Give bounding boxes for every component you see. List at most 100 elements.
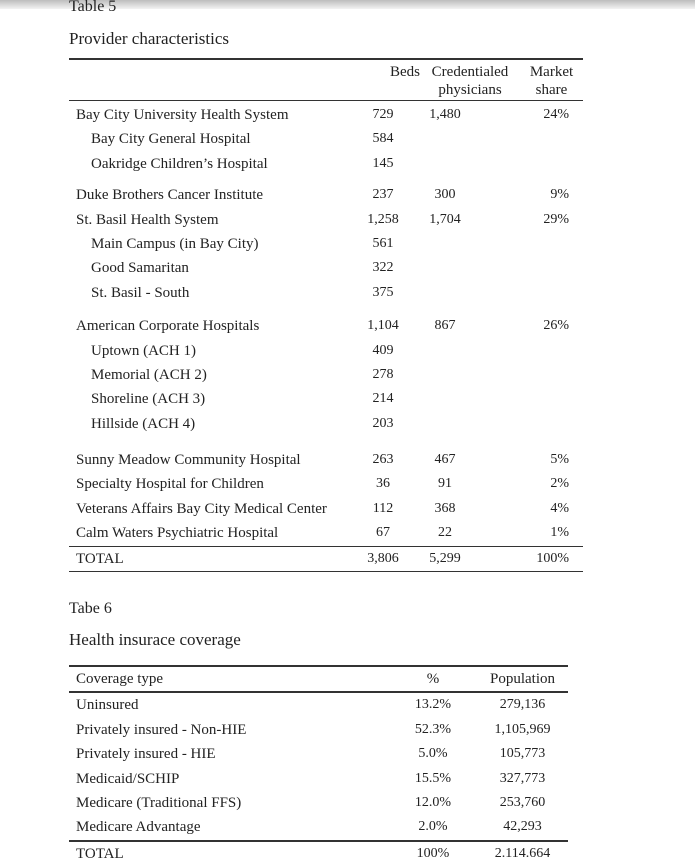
physicians-value: 467	[434, 452, 456, 468]
facility-row: Memorial (ACH 2) 278	[69, 363, 583, 387]
beds-value: 67	[376, 525, 390, 541]
viewer-top-shadow	[0, 0, 695, 9]
beds-value: 375	[372, 284, 394, 300]
provider-name: Bay City University Health System	[76, 107, 289, 123]
coverage-population: 253,760	[499, 794, 546, 810]
coverage-population: 1,105,969	[494, 721, 551, 737]
total-pct: 100%	[416, 845, 450, 861]
market-share-value	[488, 256, 583, 280]
coverage-row: Medicaid/SCHIP 15.5% 327,773	[69, 767, 568, 791]
bottom-rule	[69, 571, 583, 573]
provider-name: Uptown (ACH 1)	[91, 342, 196, 359]
facility-row: Shoreline (ACH 3) 214	[69, 387, 583, 411]
provider-group: Bay City University Health System 729 1,48…	[69, 103, 583, 176]
table-header: Beds Credentialed physicians Market shar…	[69, 60, 583, 100]
table6-label: Tabe 6	[69, 600, 112, 617]
coverage-row: Privately insured - Non-HIE 52.3% 1,105,96…	[69, 718, 568, 742]
market-share-value: 2%	[550, 476, 569, 492]
header-rule	[69, 691, 568, 694]
table5-title: Provider characteristics	[69, 29, 230, 48]
provider-name: American Corporate Hospitals	[76, 318, 260, 335]
physicians-value: 867	[434, 318, 456, 334]
coverage-type: Medicare (Traditional FFS)	[76, 794, 242, 811]
provider-name: Main Campus (in Bay City)	[91, 235, 259, 252]
top-rule	[69, 58, 583, 60]
coverage-row: Medicare Advantage 2.0% 42,293	[69, 815, 568, 839]
provider-name: Good Samaritan	[91, 260, 189, 277]
provider-group: Duke Brothers Cancer Institute 237 300 9% St…	[69, 183, 583, 305]
header-beds: Beds	[390, 64, 420, 80]
total-label: TOTAL	[76, 550, 124, 567]
coverage-type: Privately insured - Non-HIE	[76, 721, 247, 738]
coverage-type: Medicare Advantage	[76, 819, 201, 836]
provider-row: Calm Waters Psychiatric Hospital 67 22 1%	[69, 521, 583, 545]
beds-value: 237	[372, 187, 394, 203]
physicians-value: 91	[438, 476, 452, 492]
facility-row: Oakridge Children’s Hospital 145	[69, 152, 583, 176]
beds-value: 112	[372, 500, 394, 516]
header-share: Market share	[529, 64, 574, 98]
beds-value: 322	[372, 260, 394, 276]
coverage-type: Medicaid/SCHIP	[76, 770, 180, 787]
coverage-pct: 15.5%	[414, 770, 452, 786]
provider-name: Bay City General Hospital	[91, 131, 251, 148]
physicians-value: 368	[434, 500, 456, 516]
facility-row: Hillside (ACH 4) 203	[69, 412, 583, 436]
coverage-population: 279,136	[499, 697, 546, 713]
market-share-value: 29%	[543, 211, 569, 227]
total-share: 100%	[536, 550, 569, 566]
coverage-row: Uninsured 13.2% 279,136	[69, 693, 568, 717]
market-share-value	[488, 281, 583, 305]
table-body: Bay City University Health System 729 1,48…	[69, 101, 583, 546]
market-share-value: 1%	[550, 525, 569, 541]
beds-value: 1,258	[367, 211, 399, 227]
total-physicians: 5,299	[429, 550, 461, 566]
provider-row: American Corporate Hospitals 1,104 867 26%	[69, 314, 583, 338]
physicians-value	[402, 256, 488, 280]
market-share-value	[488, 232, 583, 256]
coverage-population: 105,773	[499, 746, 546, 762]
provider-name: Sunny Meadow Community Hospital	[76, 452, 301, 469]
beds-value: 214	[372, 391, 394, 407]
market-share-value: 9%	[550, 187, 569, 203]
market-share-value	[488, 339, 583, 363]
beds-value: 1,104	[367, 318, 399, 334]
market-share-value	[488, 152, 583, 176]
table6-title: Health insurace coverage	[69, 630, 241, 649]
header-pop: Population	[489, 671, 555, 687]
market-share-value: 5%	[550, 452, 569, 468]
coverage-population: 42,293	[503, 819, 542, 835]
total-rule	[69, 545, 583, 547]
provider-row: Duke Brothers Cancer Institute 237 300 9%	[69, 183, 583, 207]
provider-group: Sunny Meadow Community Hospital 263 467 5% S…	[69, 448, 583, 546]
total-rule	[69, 839, 568, 842]
beds-value: 584	[372, 131, 394, 147]
provider-row: St. Basil Health System 1,258 1,704 29%	[69, 208, 583, 232]
coverage-pct: 13.2%	[414, 697, 452, 713]
provider-name: St. Basil - South	[91, 284, 190, 301]
physicians-value: 1,480	[429, 107, 461, 122]
coverage-pct: 2.0%	[418, 819, 448, 835]
provider-name: Specialty Hospital for Children	[76, 476, 264, 493]
market-share-value	[488, 412, 583, 436]
provider-name: Hillside (ACH 4)	[91, 415, 196, 432]
health-insurance-table: Coverage type % Population Uninsured 13.2…	[69, 665, 568, 866]
physicians-value: 22	[438, 525, 452, 541]
coverage-type: Privately insured - HIE	[76, 746, 216, 763]
top-rule	[69, 665, 568, 667]
physicians-value: 300	[434, 187, 456, 203]
physicians-value	[402, 127, 488, 151]
provider-group: American Corporate Hospitals 1,104 867 26% U…	[69, 314, 583, 436]
coverage-pct: 52.3%	[414, 721, 452, 737]
coverage-pct: 5.0%	[418, 746, 448, 762]
provider-row: Veterans Affairs Bay City Medical Center…	[69, 497, 583, 521]
provider-name: Veterans Affairs Bay City Medical Center	[76, 500, 327, 517]
header-physicians: Credentialed physicians	[431, 64, 509, 98]
total-beds: 3,806	[367, 550, 399, 566]
table-header: Coverage type % Population	[69, 667, 568, 691]
provider-name: Memorial (ACH 2)	[91, 366, 207, 383]
facility-row: Main Campus (in Bay City) 561	[69, 232, 583, 256]
market-share-value: 4%	[550, 500, 569, 516]
provider-name: Duke Brothers Cancer Institute	[76, 187, 264, 204]
table-body: Uninsured 13.2% 279,136 Privately insured -…	[69, 693, 568, 839]
